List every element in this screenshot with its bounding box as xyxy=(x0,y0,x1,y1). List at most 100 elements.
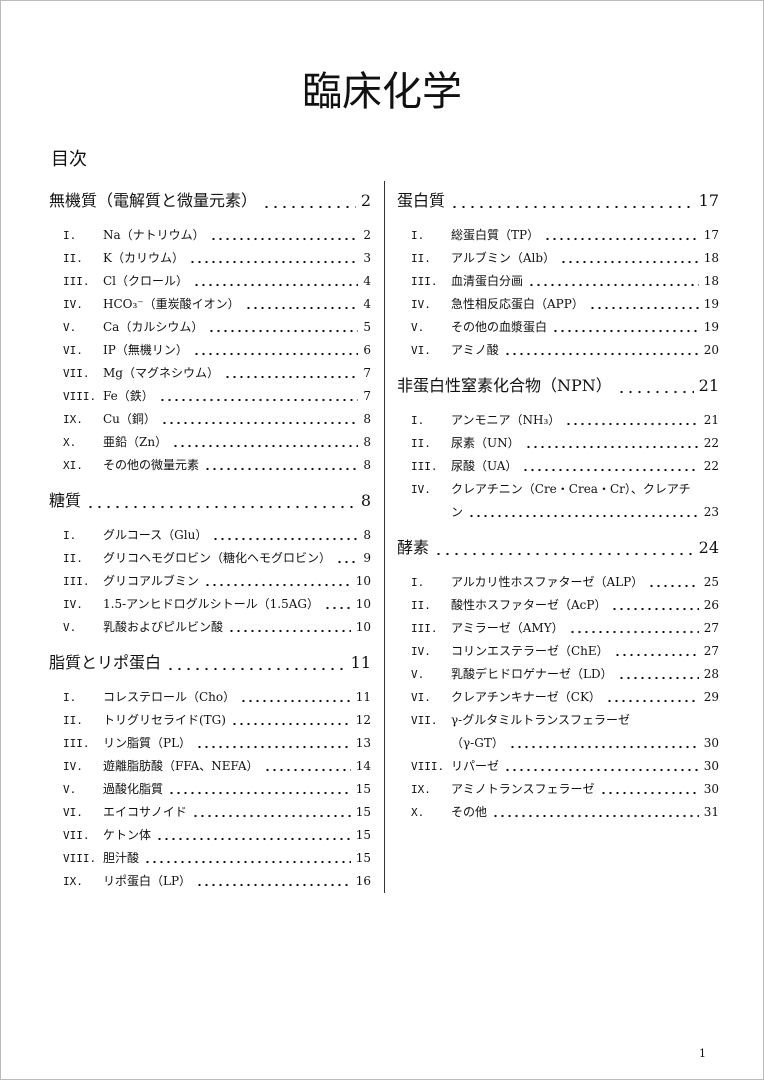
item-number: XI. xyxy=(63,459,83,472)
item-page: 29 xyxy=(703,690,719,704)
toc-column: 無機質（電解質と微量元素） 2 I. Na（ナトリウム） 2 II. K（カリウム） 3 III… xyxy=(49,189,371,893)
toc-item: IV. コリンエステラーゼ（ChE） 27 xyxy=(397,640,719,663)
toc-item: I. Na（ナトリウム） 2 xyxy=(49,224,371,247)
item-label: その他 xyxy=(451,805,488,819)
leader xyxy=(244,299,359,310)
item-number: V. xyxy=(63,621,77,634)
item-page: 14 xyxy=(355,759,371,773)
leader xyxy=(434,546,694,556)
item-label: 遊離脂肪酸（FFA、NEFA） xyxy=(103,759,259,773)
item-label: ケトン体 xyxy=(103,828,152,842)
item-number: X. xyxy=(63,436,77,449)
item-number: II. xyxy=(63,714,83,727)
item-page: 6 xyxy=(363,343,371,357)
item-line: II. 尿素（UN） 22 xyxy=(397,432,719,455)
item-label: HCO₃⁻（重炭酸イオン） xyxy=(103,297,240,311)
leader xyxy=(188,253,359,264)
toc-item: III. 尿酸（UA） 22 xyxy=(397,455,719,478)
item-line: II. グリコヘモグロビン（糖化ヘモグロビン） 9 xyxy=(49,547,371,570)
item-number: III. xyxy=(63,737,90,750)
page-number: 1 xyxy=(699,1047,706,1060)
toc-item: X. 亜鉛（Zn） 8 xyxy=(49,431,371,454)
item-line: VII. ケトン体 15 xyxy=(49,824,371,847)
item-page: 11 xyxy=(355,690,371,704)
item-line: ン 23 xyxy=(397,501,719,524)
leader xyxy=(503,345,699,356)
toc-item: IX. リポ蛋白（LP） 16 xyxy=(49,870,371,893)
item-number: IV. xyxy=(63,598,83,611)
item-label: 過酸化脂質 xyxy=(103,782,164,796)
item-label: アルカリ性ホスファターゼ（ALP） xyxy=(451,575,644,589)
item-line: III. 尿酸（UA） 22 xyxy=(397,455,719,478)
item-line: （γ-GT） 30 xyxy=(397,732,719,755)
item-line: X. その他 31 xyxy=(397,801,719,824)
item-number: VIII. xyxy=(63,852,97,865)
item-page: 23 xyxy=(703,505,719,519)
item-label: 総蛋白質（TP） xyxy=(451,228,540,242)
section-heading: 脂質とリポ蛋白 11 xyxy=(49,651,371,675)
leader xyxy=(616,384,694,394)
item-line: III. グリコアルブミン 10 xyxy=(49,570,371,593)
item-number: III. xyxy=(411,275,438,288)
toc-item: I. コレステロール（Cho） 11 xyxy=(49,686,371,709)
leader xyxy=(212,530,359,541)
toc-column: 蛋白質 17 I. 総蛋白質（TP） 17 II. アルブミン（Alb） 18 III. 血清蛋白… xyxy=(397,189,719,824)
item-number: IX. xyxy=(63,413,83,426)
item-page: 12 xyxy=(355,713,371,727)
leader xyxy=(552,322,699,333)
leader xyxy=(588,299,699,310)
leader xyxy=(544,230,699,241)
toc-item: I. アンモニア（NH₃） 21 xyxy=(397,409,719,432)
item-page: 17 xyxy=(703,228,719,242)
item-page: 8 xyxy=(363,435,371,449)
item-label: 亜鉛（Zn） xyxy=(103,435,168,449)
toc-item: II. K（カリウム） 3 xyxy=(49,247,371,270)
item-number: VIII. xyxy=(63,390,97,403)
leader xyxy=(196,876,351,887)
item-number: V. xyxy=(411,321,425,334)
toc-item: IV. 急性相反応蛋白（APP） 19 xyxy=(397,293,719,316)
toc-item: IV. HCO₃⁻（重炭酸イオン） 4 xyxy=(49,293,371,316)
item-number: VI. xyxy=(63,806,83,819)
leader xyxy=(208,322,359,333)
item-label: トリグリセライド(TG) xyxy=(103,713,226,727)
item-line: VI. IP（無機リン） 6 xyxy=(49,339,371,362)
item-line: VIII. Fe（鉄） 7 xyxy=(49,385,371,408)
item-page: 15 xyxy=(355,828,371,842)
item-line: VII. γ-グルタミルトランスフェラーゼ xyxy=(397,709,719,732)
item-number: X. xyxy=(411,806,425,819)
item-number: I. xyxy=(411,414,425,427)
toc-item: V. 過酸化脂質 15 xyxy=(49,778,371,801)
leader xyxy=(524,438,699,449)
leader xyxy=(192,345,359,356)
item-page: 4 xyxy=(363,297,371,311)
item-label: リポ蛋白（LP） xyxy=(103,874,192,888)
item-label: 1.5-アンヒドログルシトール（1.5AG） xyxy=(103,597,319,611)
toc-item: I. グルコース（Glu） 8 xyxy=(49,524,371,547)
item-page: 4 xyxy=(363,274,371,288)
item-line: IV. 急性相反応蛋白（APP） 19 xyxy=(397,293,719,316)
item-line: V. 乳酸およびピルビン酸 10 xyxy=(49,616,371,639)
item-label: グルコース（Glu） xyxy=(103,528,208,542)
section-page: 8 xyxy=(360,491,371,510)
item-number: II. xyxy=(411,252,431,265)
item-number: I. xyxy=(63,229,77,242)
section-title: 糖質 xyxy=(49,491,82,510)
leader xyxy=(168,784,351,795)
item-label: IP（無機リン） xyxy=(103,343,188,357)
item-label: アルブミン（Alb） xyxy=(451,251,556,265)
leader xyxy=(611,600,699,611)
toc-item: II. 酸性ホスファターゼ（AcP） 26 xyxy=(397,594,719,617)
toc-item: XI. その他の微量元素 8 xyxy=(49,454,371,477)
leader xyxy=(617,669,699,680)
toc-item: II. 尿素（UN） 22 xyxy=(397,432,719,455)
item-line: I. コレステロール（Cho） 11 xyxy=(49,686,371,709)
item-line: I. Na（ナトリウム） 2 xyxy=(49,224,371,247)
item-label: ン xyxy=(451,505,464,519)
item-number: I. xyxy=(411,576,425,589)
item-line: XI. その他の微量元素 8 xyxy=(49,454,371,477)
item-page: 28 xyxy=(703,667,719,681)
item-line: III. アミラーゼ（AMY） 27 xyxy=(397,617,719,640)
item-label: （γ-GT） xyxy=(451,736,504,750)
item-page: 8 xyxy=(363,412,371,426)
